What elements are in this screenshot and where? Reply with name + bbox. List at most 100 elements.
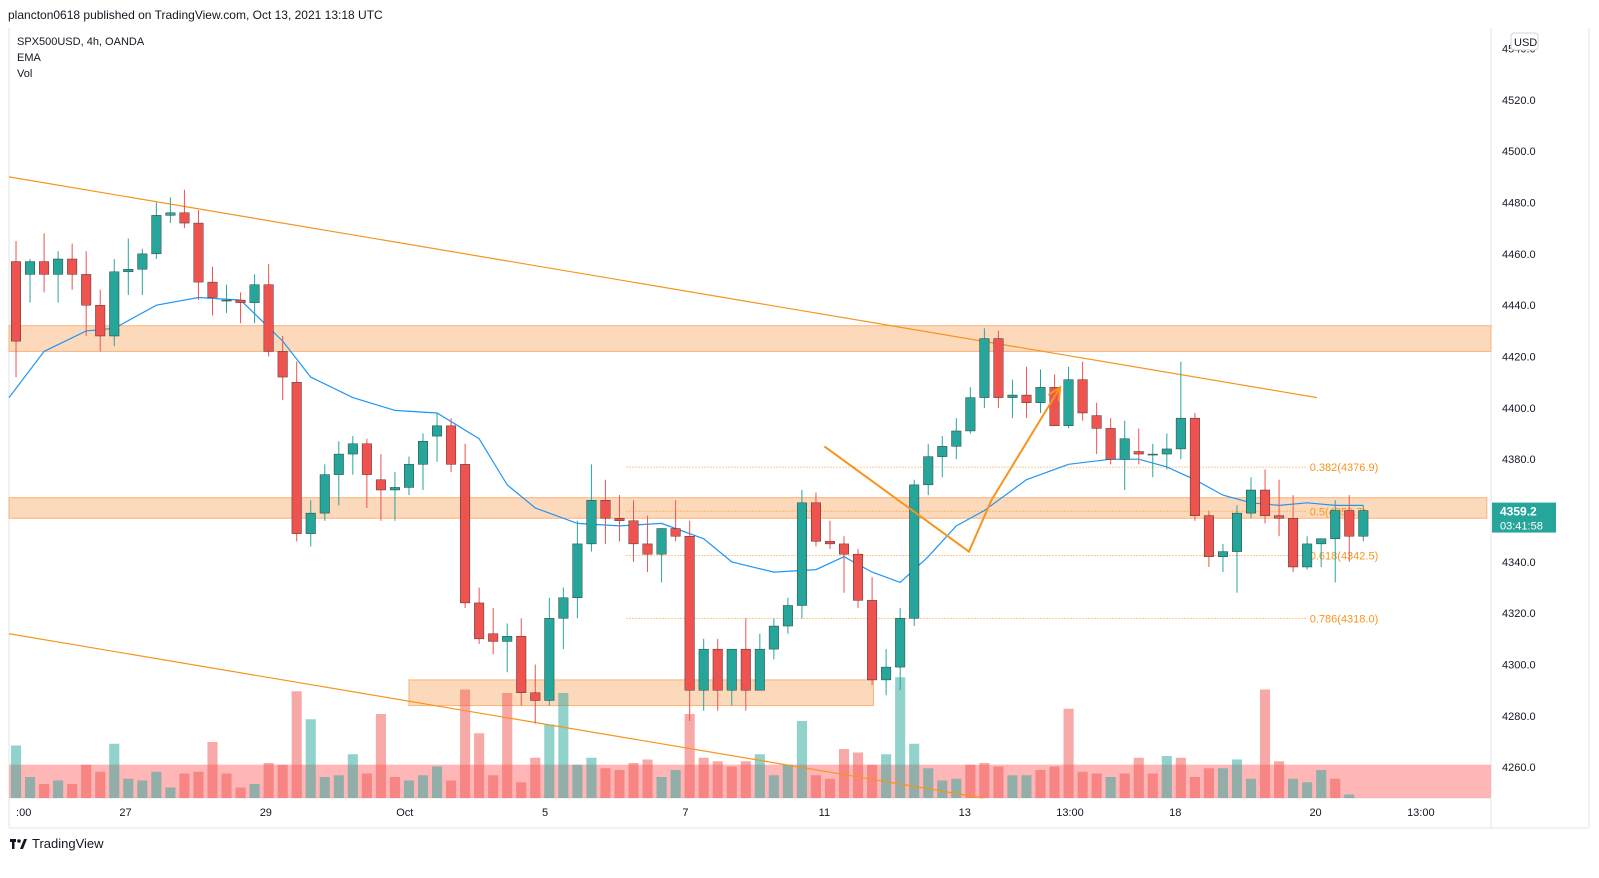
candle-body <box>881 666 892 681</box>
volume-bar <box>446 780 457 798</box>
candle-body <box>1049 387 1060 427</box>
volume-bar <box>993 766 1004 798</box>
volume-bar <box>951 778 962 798</box>
candle-body <box>53 258 64 275</box>
volume-bar <box>95 771 106 798</box>
volume-bar <box>1344 794 1355 798</box>
zone-rect <box>8 325 1492 352</box>
candle-body <box>1344 510 1355 537</box>
candle-body <box>67 258 78 275</box>
volume-bar <box>810 775 822 798</box>
volume-bar <box>291 691 302 798</box>
candle-body <box>418 441 428 465</box>
candle-body <box>895 618 906 668</box>
legend-symbol[interactable]: SPX500USD, 4h, OANDA <box>17 36 145 48</box>
footer: TradingView <box>10 836 104 851</box>
legend-ema[interactable]: EMA <box>17 52 41 64</box>
volume-bar <box>1217 768 1229 798</box>
volume-bar <box>375 714 386 798</box>
candle-body <box>1063 379 1074 427</box>
candle-body <box>249 284 260 303</box>
candle-body <box>95 305 106 337</box>
volume-bar <box>670 770 681 798</box>
candle-body <box>502 636 513 642</box>
countdown-label: 03:41:58 <box>1500 521 1543 533</box>
time-tick-label: 13:00 <box>1056 807 1084 819</box>
time-tick-label: 5 <box>542 807 548 819</box>
volume-bar <box>81 764 92 798</box>
volume-bar <box>1203 768 1214 798</box>
candle-body <box>867 600 878 681</box>
candle-body <box>165 212 176 216</box>
price-tick-label: 4300.0 <box>1502 660 1536 672</box>
candle-body <box>432 425 443 437</box>
candle-body <box>516 636 527 693</box>
candle-body <box>670 528 681 537</box>
candle-body <box>1358 510 1369 537</box>
time-tick-label: :00 <box>16 807 31 819</box>
volume-bar <box>1231 759 1243 798</box>
trendline <box>8 633 984 799</box>
candle-body <box>277 351 288 378</box>
candle-body <box>1133 451 1144 455</box>
price-tick-label: 4480.0 <box>1502 198 1536 210</box>
price-tick-label: 4280.0 <box>1502 711 1536 723</box>
volume-bar <box>838 749 850 798</box>
candle-body <box>1147 453 1158 456</box>
volume-bar <box>53 780 64 798</box>
time-tick-label: 7 <box>682 807 688 819</box>
currency-label: USD <box>1514 37 1537 49</box>
volume-bar <box>558 693 569 798</box>
candle-body <box>361 443 372 475</box>
candle-body <box>474 602 485 640</box>
volume-bar <box>516 782 527 798</box>
candle-body <box>1302 543 1313 568</box>
volume-bar <box>123 778 134 798</box>
volume-bar <box>796 721 807 798</box>
candle-body <box>600 500 611 519</box>
volume-bar <box>151 771 162 798</box>
price-tick-label: 4400.0 <box>1502 403 1536 415</box>
volume-bar <box>347 754 358 798</box>
volume-bar <box>403 780 415 798</box>
trendline <box>8 176 1318 399</box>
volume-bar <box>235 787 246 798</box>
candle-body <box>151 215 162 255</box>
price-tick-label: 4460.0 <box>1502 249 1536 261</box>
volume-bar <box>389 777 400 798</box>
candle-body <box>446 425 457 465</box>
candle-body <box>768 625 779 650</box>
candle-body <box>825 541 835 545</box>
volume-bar <box>277 764 288 798</box>
volume-bar <box>530 757 541 798</box>
candle-body <box>1274 515 1285 519</box>
tradingview-logo-icon <box>10 838 27 850</box>
volume-bar <box>1077 771 1088 798</box>
candle-body <box>1077 379 1088 414</box>
candle-body <box>137 253 148 270</box>
volume-bar <box>923 768 934 798</box>
candle-body <box>698 648 709 691</box>
volume-bar <box>1021 775 1032 798</box>
candle-body <box>726 648 737 691</box>
candle-body <box>319 474 330 514</box>
volume-bar <box>502 693 513 798</box>
volume-bar <box>1330 778 1341 798</box>
volume-bar <box>614 770 625 798</box>
candle-body <box>572 543 583 599</box>
candle-body <box>375 479 386 491</box>
candle-body <box>1035 387 1046 403</box>
price-tick-label: 4340.0 <box>1502 557 1536 569</box>
volume-bar <box>979 763 990 798</box>
volume-bar <box>782 764 793 798</box>
volume-bar <box>1259 689 1271 798</box>
legend-volume[interactable]: Vol <box>17 68 33 80</box>
volume-bar <box>909 743 920 798</box>
chart-legend: SPX500USD, 4h, OANDA EMA Vol <box>17 34 144 82</box>
candle-body <box>221 299 232 302</box>
volume-bar <box>1049 766 1060 798</box>
candle-body <box>1021 394 1032 403</box>
candle-body <box>291 382 302 534</box>
zone-rect <box>8 497 1488 519</box>
